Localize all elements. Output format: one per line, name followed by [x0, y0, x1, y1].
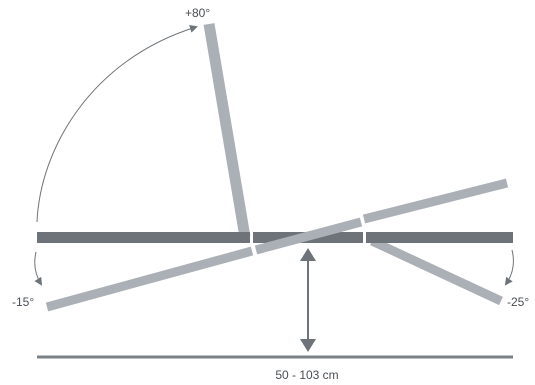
label-tilt-right: -25° — [507, 295, 529, 309]
tabletop-inclined-left-segment — [45, 246, 254, 312]
rotation-arc-left-icon — [34, 251, 43, 286]
label-tilt-left: -15° — [12, 295, 34, 309]
height-arrow-icon — [300, 248, 316, 352]
platform-segment-right — [366, 232, 513, 243]
platform-segment-left — [37, 232, 250, 243]
tabletop-inclined-center-segment — [254, 217, 363, 255]
tabletop-inclined-right-segment — [362, 178, 509, 224]
rotation-arc-right-icon — [504, 249, 514, 286]
backrest-raised-80 — [203, 23, 251, 238]
label-tilt-up: +80° — [185, 6, 210, 20]
rotation-arc-80-icon — [36, 24, 198, 223]
legrest-lowered-25 — [370, 236, 503, 306]
label-height-range: 50 - 103 cm — [275, 368, 338, 382]
